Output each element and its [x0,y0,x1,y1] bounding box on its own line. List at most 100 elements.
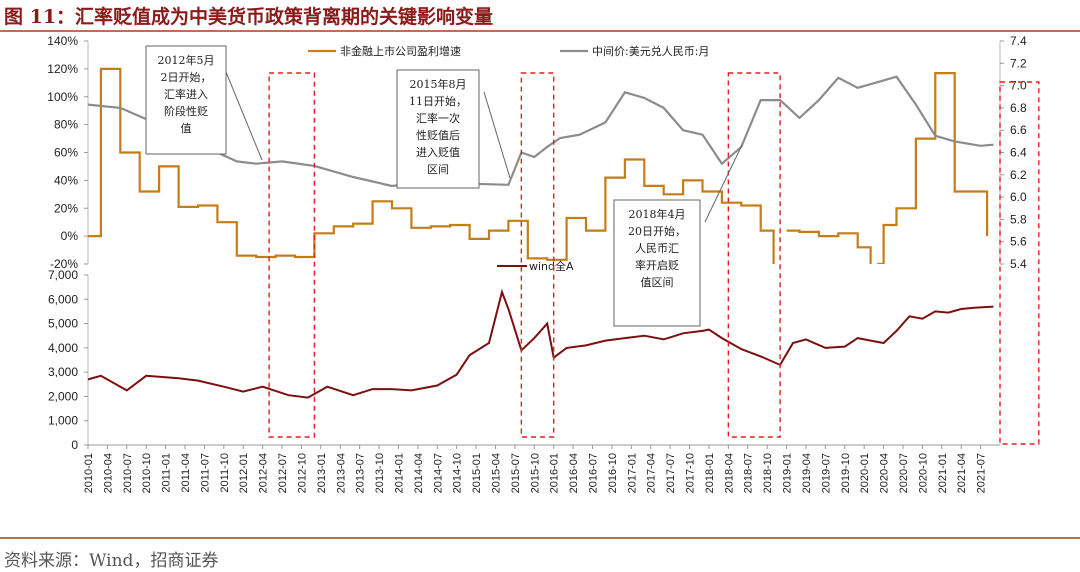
right-tick-label: 5.4 [1010,257,1027,271]
right-tick-label: 6.2 [1010,168,1027,182]
fx-series-line [88,75,994,188]
annotation-line: 阶段性贬 [164,104,208,118]
highlight-period-box [268,72,316,438]
x-tick-label: 2021-07 [976,453,988,493]
left-tick-label: 140% [47,34,78,48]
legend-label: 中间价:美元兑人民币:月 [592,44,709,58]
highlight-period-box [520,72,555,438]
bottom-tick-label: 7,000 [48,268,78,282]
annotation-line: 汇率一次 [416,111,460,125]
x-tick-label: 2018-07 [743,453,755,493]
x-tick-label: 2020-10 [917,453,929,493]
x-tick-label: 2015-01 [471,453,483,493]
x-tick-label: 2019-07 [820,453,832,493]
x-tick-label: 2014-04 [413,453,425,493]
x-axis: 2010-01 2010-04 2010-07 2010-10 2011-01 2011-… [83,445,988,493]
left-tick-label: 80% [54,118,78,132]
annotation-line: 2018年4月 [629,207,686,221]
right-tick-label: 7.4 [1010,34,1027,48]
left-tick-label: 60% [54,146,78,160]
x-tick-label: 2017-04 [646,453,658,493]
legend: 非金融上市公司盈利增速 中间价:美元兑人民币:月 [308,44,709,58]
x-tick-label: 2013-07 [355,453,367,493]
right-tick-label: 7.0 [1010,79,1027,93]
annotation-line: 进入贬值 [416,146,460,159]
annotation-pointer [225,71,263,161]
footer-divider [0,537,1080,539]
x-tick-label: 2016-04 [568,453,580,493]
x-tick-label: 2010-01 [83,453,95,493]
bottom-tick-label: 4,000 [48,341,78,355]
earnings-series-line [88,67,775,264]
bottom-tick-label: 5,000 [48,317,78,331]
earnings-series-line [877,72,989,264]
right-tick-label: 6.6 [1010,123,1027,137]
bottom-tick-label: 0 [71,438,78,452]
figure-title: 图 11：汇率贬值成为中美货币政策背离期的关键影响变量 [4,6,494,28]
x-tick-label: 2018-04 [723,453,735,493]
x-tick-label: 2020-07 [898,453,910,493]
x-tick-label: 2013-04 [335,453,347,493]
left-tick-label: 20% [54,201,78,215]
x-tick-label: 2021-04 [956,453,968,493]
bottom-tick-label: 6,000 [48,292,78,306]
highlight-period-box [727,72,781,438]
annotation-line: 20日开始， [628,224,686,238]
annotation-line: 率开启贬 [635,258,679,272]
x-tick-label: 2014-10 [452,453,464,493]
x-tick-label: 2015-07 [510,453,522,493]
x-tick-label: 2011-07 [199,453,211,493]
earnings-series-line [786,229,872,264]
highlight-period-box [999,81,1040,445]
x-tick-label: 2014-01 [394,453,406,493]
x-tick-label: 2015-10 [529,453,541,493]
left-tick-label: 0% [61,229,79,243]
annotation-line: 性贬值后 [416,128,460,142]
annotation-line: 值区间 [641,276,674,289]
x-tick-label: 2013-10 [374,453,386,493]
annotation-line: 区间 [427,163,449,176]
annotation-box [396,69,480,189]
x-tick-label: 2020-01 [859,453,871,493]
x-tick-label: 2011-10 [219,453,231,493]
x-tick-label: 2011-01 [161,453,173,493]
x-tick-label: 2016-01 [549,453,561,493]
legend-label: 非金融上市公司盈利增速 [340,44,461,58]
x-tick-label: 2016-10 [607,453,619,493]
bottom-tick-label: 1,000 [48,414,78,428]
annotation-line: 汇率进入 [164,87,208,101]
right-tick-label: 5.6 [1010,235,1027,249]
source-note: 资料来源：Wind，招商证券 [4,551,219,571]
annotation-line: 11日开始， [409,94,467,108]
x-tick-label: 2017-01 [626,453,638,493]
annotation-box [613,199,701,327]
x-tick-label: 2017-07 [665,453,677,493]
wind-legend-label: wind全A [529,259,574,273]
annotation-line: 2015年8月 [410,77,467,91]
wind-all-a-series-line [87,288,994,399]
right-tick-label: 7.2 [1010,56,1027,70]
left-tick-label: 120% [47,62,78,76]
x-tick-label: 2012-01 [238,453,250,493]
top-panel: -20% 0% 20% 40% 60% 80% 100% 120% 140% 5.4 5.6 5.8 6… [47,34,1027,271]
x-tick-label: 2010-07 [122,453,134,493]
x-tick-label: 2014-07 [432,453,444,493]
x-tick-label: 2011-04 [180,453,192,493]
x-tick-label: 2013-01 [316,453,328,493]
left-tick-label: 100% [47,90,78,104]
x-tick-label: 2012-04 [258,453,270,493]
title-divider [0,30,1080,32]
x-tick-label: 2012-07 [277,453,289,493]
x-tick-label: 2019-01 [782,453,794,493]
annotation-pointer [483,91,511,179]
annotation-line: 值 [181,122,192,135]
x-tick-label: 2018-01 [704,453,716,493]
x-tick-label: 2021-01 [937,453,949,493]
bottom-tick-label: 2,000 [48,389,78,403]
left-tick-label: -20% [50,257,78,271]
x-tick-label: 2019-04 [801,453,813,493]
highlight-boxes [268,72,1040,445]
annotation-box [145,45,227,155]
